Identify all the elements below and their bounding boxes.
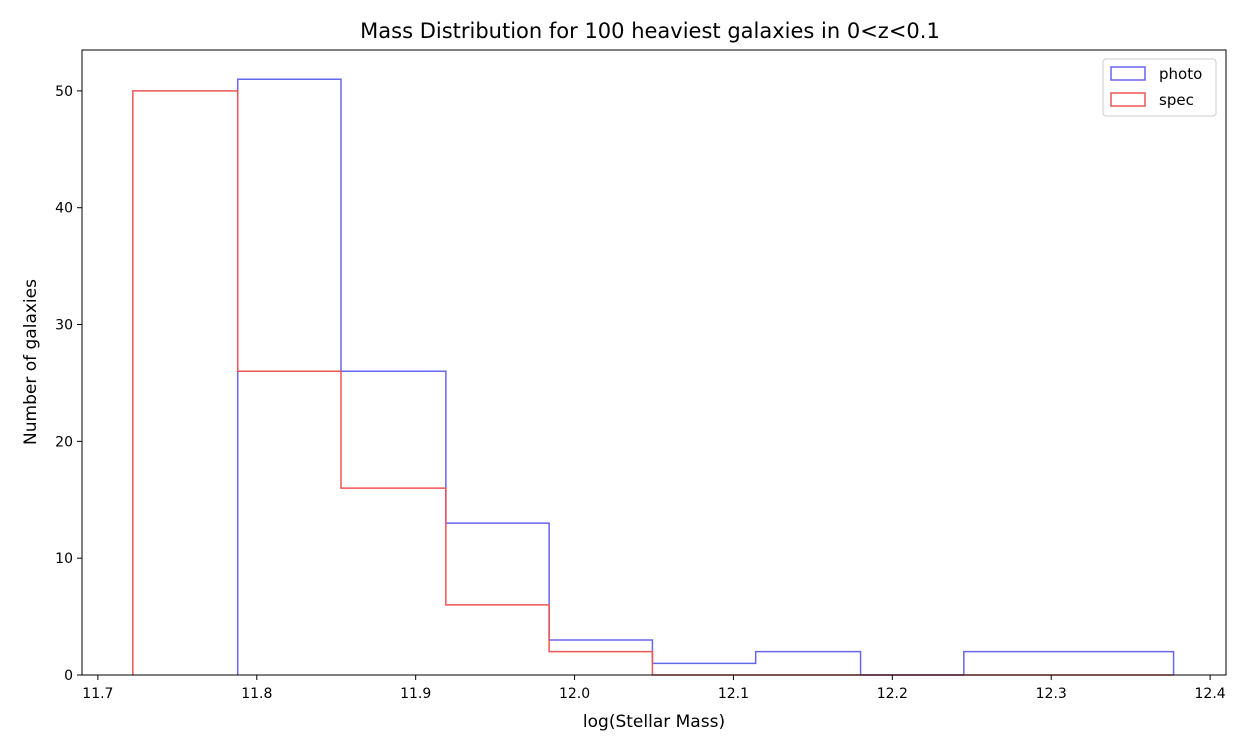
x-tick-label: 12.4 — [1195, 686, 1226, 702]
x-axis-label: log(Stellar Mass) — [583, 712, 725, 732]
y-tick-label: 40 — [55, 201, 73, 217]
bar-photo-4 — [652, 663, 755, 675]
x-axis: 11.7 11.8 11.9 12.0 12.1 12.2 12.3 12.4 — [82, 675, 1226, 702]
x-tick-label: 12.1 — [718, 686, 749, 702]
bar-spec-1 — [238, 371, 341, 675]
plot-frame — [81, 49, 1227, 676]
bar-photo-7 — [964, 652, 1067, 675]
x-tick-label: 12.0 — [559, 686, 590, 702]
legend-swatch-photo — [1110, 66, 1146, 81]
plot-area — [132, 78, 1175, 676]
y-axis: 0 10 20 30 40 50 — [55, 84, 82, 684]
y-tick-label: 50 — [55, 84, 73, 100]
bar-photo-5 — [756, 652, 861, 675]
x-tick-label: 12.3 — [1036, 686, 1067, 702]
bar-spec-3 — [446, 605, 549, 675]
x-tick-label: 11.9 — [400, 686, 431, 702]
x-tick-label: 11.8 — [241, 686, 272, 702]
legend-swatch-spec — [1110, 92, 1146, 107]
legend-label-photo: photo — [1159, 65, 1202, 83]
bar-spec-4 — [549, 652, 652, 675]
y-tick-label: 20 — [55, 434, 73, 450]
y-tick-label: 30 — [55, 318, 73, 334]
y-tick-label: 0 — [64, 668, 73, 684]
legend-box — [1102, 58, 1217, 117]
y-axis-label: Number of galaxies — [21, 279, 41, 445]
x-tick-label: 11.7 — [82, 686, 113, 702]
chart-title: Mass Distribution for 100 heaviest galax… — [360, 19, 940, 43]
x-tick-label: 12.2 — [877, 686, 908, 702]
legend: photo spec — [1102, 58, 1217, 117]
bar-photo-8 — [1067, 652, 1173, 675]
bar-spec-2 — [341, 488, 446, 675]
bar-spec-0 — [133, 91, 238, 675]
legend-label-spec: spec — [1159, 91, 1194, 109]
y-tick-label: 10 — [55, 551, 73, 567]
